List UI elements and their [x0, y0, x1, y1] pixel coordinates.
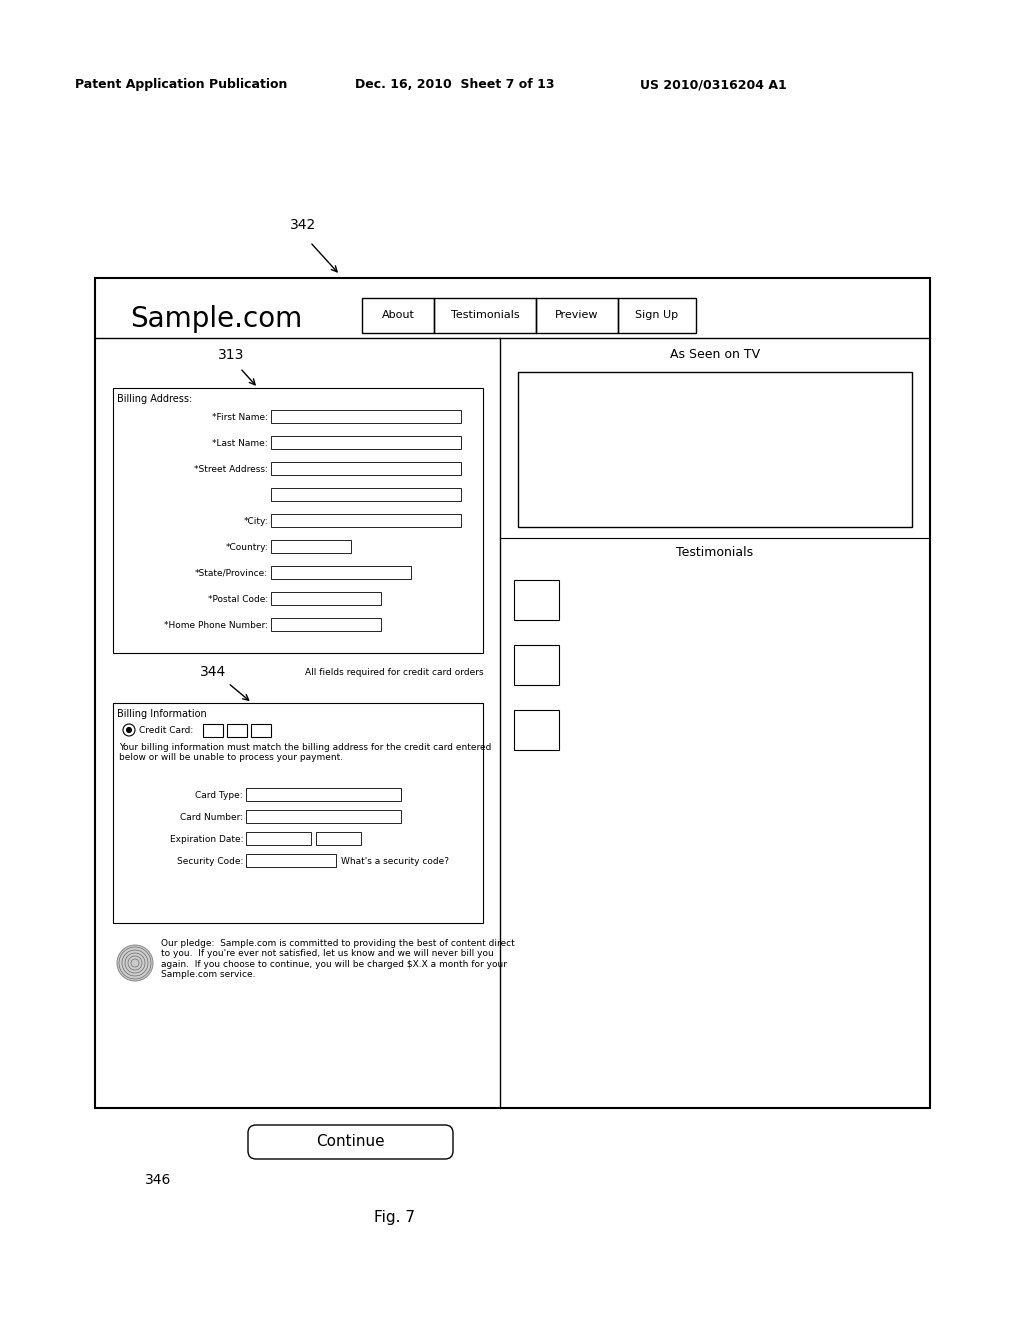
Text: Billing Address:: Billing Address:: [117, 393, 193, 404]
Text: 342: 342: [290, 218, 316, 232]
Text: Patent Application Publication: Patent Application Publication: [75, 78, 288, 91]
Text: 346: 346: [145, 1173, 171, 1187]
Bar: [536, 298, 618, 333]
Text: Billing Information: Billing Information: [117, 709, 207, 719]
Bar: [362, 298, 434, 333]
Text: Fig. 7: Fig. 7: [375, 1210, 416, 1225]
Text: *Postal Code:: *Postal Code:: [208, 594, 268, 603]
Text: *State/Province:: *State/Province:: [195, 569, 268, 578]
Bar: [271, 618, 381, 631]
Text: Sample.com: Sample.com: [130, 305, 302, 333]
Bar: [271, 488, 461, 502]
Text: US 2010/0316204 A1: US 2010/0316204 A1: [640, 78, 786, 91]
Bar: [316, 832, 361, 845]
Bar: [246, 810, 401, 822]
Text: *Home Phone Number:: *Home Phone Number:: [164, 620, 268, 630]
Text: About: About: [382, 310, 415, 321]
Bar: [271, 566, 411, 579]
Bar: [246, 788, 401, 801]
Bar: [271, 411, 461, 422]
Bar: [203, 723, 223, 737]
Bar: [514, 645, 559, 685]
Text: All fields required for credit card orders: All fields required for credit card orde…: [305, 668, 483, 677]
Text: Card Number:: Card Number:: [180, 813, 243, 821]
Circle shape: [117, 945, 153, 981]
Text: Preview: Preview: [555, 310, 599, 321]
Text: Sign Up: Sign Up: [636, 310, 679, 321]
Bar: [227, 723, 247, 737]
Bar: [246, 832, 311, 845]
Text: Security Code:: Security Code:: [176, 857, 243, 866]
Text: Dec. 16, 2010  Sheet 7 of 13: Dec. 16, 2010 Sheet 7 of 13: [355, 78, 555, 91]
Bar: [618, 298, 696, 333]
Text: As Seen on TV: As Seen on TV: [670, 348, 760, 360]
Bar: [271, 462, 461, 475]
Text: *Street Address:: *Street Address:: [195, 465, 268, 474]
Bar: [271, 513, 461, 527]
Text: Your billing information must match the billing address for the credit card ente: Your billing information must match the …: [119, 743, 492, 763]
Bar: [271, 436, 461, 449]
Bar: [95, 279, 930, 1107]
Text: Continue: Continue: [316, 1134, 385, 1150]
Circle shape: [127, 727, 131, 733]
Text: Our pledge:  Sample.com is committed to providing the best of content direct
to : Our pledge: Sample.com is committed to p…: [161, 939, 515, 979]
Bar: [514, 579, 559, 620]
Bar: [113, 704, 483, 923]
Text: Credit Card:: Credit Card:: [139, 726, 194, 735]
Text: Testimonials: Testimonials: [677, 546, 754, 558]
Text: *City:: *City:: [244, 516, 268, 525]
Text: *Last Name:: *Last Name:: [212, 438, 268, 447]
Bar: [434, 298, 536, 333]
Text: 313: 313: [218, 348, 245, 362]
Text: *Country:: *Country:: [225, 543, 268, 552]
Text: Expiration Date:: Expiration Date:: [170, 834, 243, 843]
Text: What's a security code?: What's a security code?: [341, 857, 449, 866]
Text: Testimonials: Testimonials: [451, 310, 519, 321]
Bar: [246, 854, 336, 867]
Bar: [271, 591, 381, 605]
Text: *First Name:: *First Name:: [212, 412, 268, 421]
Bar: [113, 388, 483, 653]
Bar: [251, 723, 271, 737]
Bar: [271, 540, 351, 553]
Text: 344: 344: [200, 665, 226, 678]
Bar: [514, 710, 559, 750]
Text: Card Type:: Card Type:: [196, 791, 243, 800]
Bar: [518, 372, 912, 527]
